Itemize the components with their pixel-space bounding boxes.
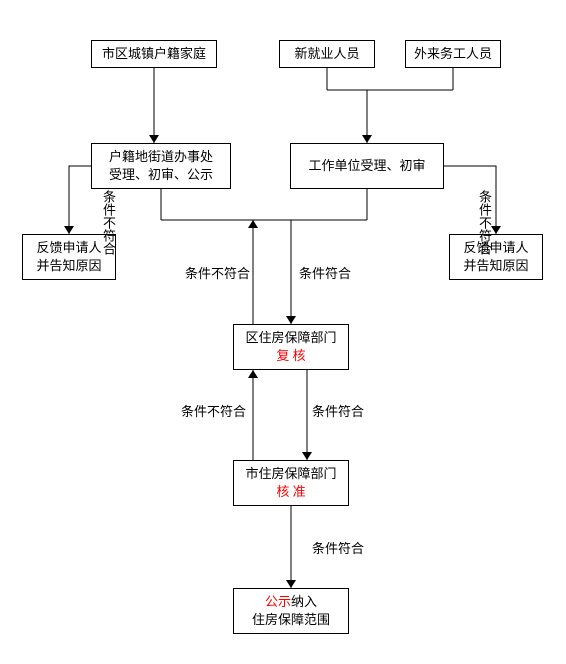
node-text: 住房保障范围 <box>252 611 330 629</box>
node-text: 区住房保障部门 <box>245 329 336 347</box>
node-step2: 区住房保障部门复 核 <box>233 324 349 370</box>
node-text: 并告知原因 <box>463 257 528 275</box>
node-step1R: 工作单位受理、初审 <box>290 143 444 189</box>
node-text: 反馈申请人 <box>463 239 528 257</box>
node-text: 新就业人员 <box>294 45 359 63</box>
node-rejR: 反馈申请人并告知原因 <box>449 234 543 280</box>
node-accent: 复 核 <box>276 347 305 365</box>
edge-rej_left <box>69 166 91 234</box>
flowchart-stage: 市区城镇户籍家庭 新就业人员 外来务工人员户籍地街道办事处受理、初审、公示 工作单位受… <box>0 0 566 664</box>
node-src2: 新就业人员 <box>279 40 375 68</box>
node-text: 受理、初审、公示 <box>109 166 213 184</box>
node-text: 公示纳入 <box>265 593 317 611</box>
node-text: 市区城镇户籍家庭 <box>102 45 206 63</box>
label-l1_not: 条件不符合 <box>185 267 250 282</box>
node-text: 外来务工人员 <box>414 45 492 63</box>
node-accent: 核 准 <box>276 483 305 501</box>
label-l2_yes: 条件符合 <box>312 405 364 420</box>
label-vRejL: 条件不符合 <box>100 190 115 255</box>
node-step3: 市住房保障部门核 准 <box>233 460 349 506</box>
node-text: 反馈申请人 <box>36 239 101 257</box>
label-vRejR: 条件不符合 <box>476 190 491 255</box>
node-src1: 市区城镇户籍家庭 <box>91 40 217 68</box>
node-src3: 外来务工人员 <box>405 40 501 68</box>
label-l1_yes: 条件符合 <box>299 267 351 282</box>
node-text: 户籍地街道办事处 <box>109 148 213 166</box>
label-l3_yes: 条件符合 <box>312 542 364 557</box>
node-text: 工作单位受理、初审 <box>308 157 425 175</box>
node-text: 并告知原因 <box>36 257 101 275</box>
node-text: 市住房保障部门 <box>245 465 336 483</box>
node-step1L: 户籍地街道办事处受理、初审、公示 <box>91 143 231 189</box>
node-step4: 公示纳入住房保障范围 <box>233 588 349 634</box>
label-l2_not: 条件不符合 <box>181 405 246 420</box>
